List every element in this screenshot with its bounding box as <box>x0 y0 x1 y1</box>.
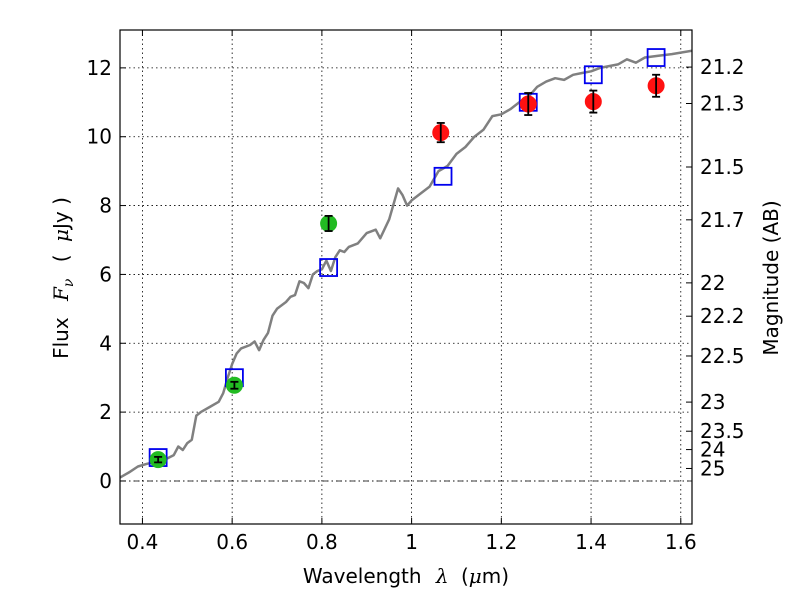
x-tick-label: 0.4 <box>127 530 159 554</box>
x-tick-label: 1.6 <box>665 530 697 554</box>
plot-content <box>120 48 692 479</box>
magnitude-tick-label: 22.2 <box>700 304 745 328</box>
magnitude-tick-label: 21.3 <box>700 92 745 116</box>
y-axis: 0 2 4 6 8 10 12 <box>87 56 126 493</box>
plot-area <box>120 48 692 479</box>
model-photometry-square <box>646 48 666 67</box>
model-spectrum-line <box>120 49 692 479</box>
y-tick-label: 10 <box>87 125 112 149</box>
y-tick-label: 8 <box>99 194 112 218</box>
magnitude-tick-label: 22 <box>700 271 725 295</box>
y-tick-label: 2 <box>99 400 112 424</box>
grid <box>120 30 692 524</box>
magnitude-tick-label: 24 <box>700 438 725 462</box>
x-tick-label: 1.4 <box>575 530 607 554</box>
x-tick-label: 0.6 <box>216 530 248 554</box>
magnitude-tick-label: 25 <box>700 456 725 480</box>
x-axis-label: Wavelength λ (μm) <box>303 564 509 588</box>
x-tick-label: 0.8 <box>306 530 338 554</box>
plot-frame <box>119 29 693 525</box>
magnitude-tick-label: 21.5 <box>700 155 745 179</box>
magnitude-tick-label: 21.2 <box>700 55 745 79</box>
y-tick-label: 12 <box>87 56 112 80</box>
y-axis-label: Flux Fν ( μJy ) <box>49 197 78 359</box>
y-tick-label: 6 <box>99 262 112 286</box>
model-photometry-square <box>433 166 453 186</box>
x-tick-label: 1.2 <box>485 530 517 554</box>
model-photometry-square <box>319 258 339 277</box>
model-photometry-square <box>583 65 603 85</box>
x-axis: 0.4 0.6 0.8 1 1.2 1.4 1.6 <box>127 30 697 554</box>
x-tick-label: 1 <box>405 530 418 554</box>
y-tick-label: 0 <box>99 469 112 493</box>
magnitude-tick-label: 23.5 <box>700 419 745 443</box>
magnitude-tick-label: 23 <box>700 390 725 414</box>
y-tick-label: 4 <box>99 331 112 355</box>
magnitude-tick-label: 22.5 <box>700 344 745 368</box>
magnitude-axis-label: Magnitude (AB) <box>759 200 783 355</box>
magnitude-tick-label: 21.7 <box>700 208 745 232</box>
